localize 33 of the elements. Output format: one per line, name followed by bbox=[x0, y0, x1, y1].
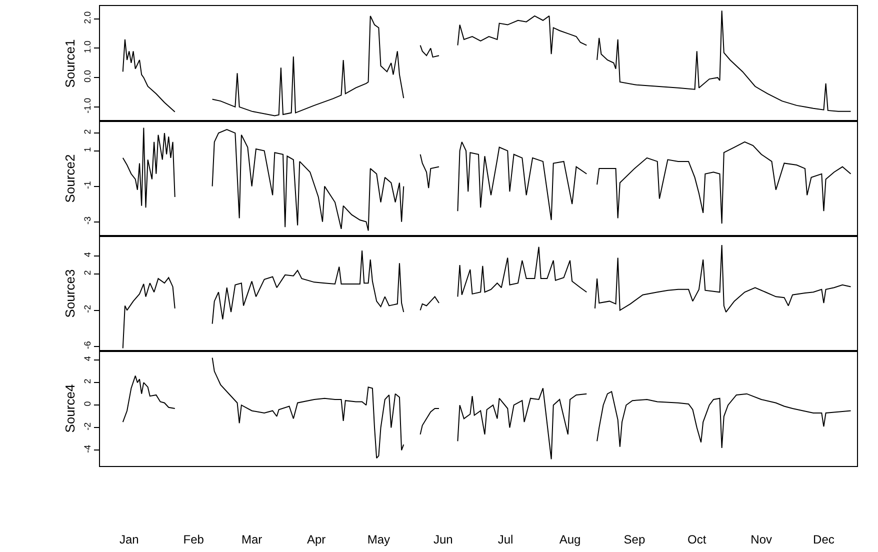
y-tick-label: 2 bbox=[82, 270, 92, 276]
x-tick-label: Dec bbox=[813, 532, 834, 546]
y-tick-label: 4 bbox=[82, 356, 92, 362]
y-tick-label: 2.0 bbox=[82, 11, 92, 24]
y-tick-label: -6 bbox=[82, 341, 92, 350]
x-tick-label: Apr bbox=[306, 532, 326, 546]
y-tick-label: 1 bbox=[82, 146, 92, 152]
x-tick-label: Jun bbox=[433, 532, 453, 546]
y-tick-label: 2 bbox=[82, 378, 92, 384]
y-tick-label: 4 bbox=[82, 252, 92, 258]
y-axis-title: Source4 bbox=[62, 384, 78, 433]
y-tick-label: -1 bbox=[82, 180, 92, 189]
x-tick-label: Jan bbox=[119, 532, 139, 546]
y-axis-title: Source2 bbox=[62, 154, 78, 203]
y-tick-label: 0 bbox=[82, 401, 92, 406]
y-tick-label: 2 bbox=[82, 129, 92, 134]
x-tick-label: Nov bbox=[750, 532, 772, 546]
y-tick-label: 1.0 bbox=[82, 40, 92, 54]
y-tick-label: 0.0 bbox=[82, 70, 92, 82]
x-tick-label: Jul bbox=[498, 532, 514, 546]
y-axis-title: Source3 bbox=[62, 269, 78, 318]
x-tick-label: Feb bbox=[183, 532, 204, 546]
y-tick-label: -2 bbox=[82, 304, 92, 313]
x-tick-label: May bbox=[367, 532, 390, 546]
y-tick-label: -1.0 bbox=[82, 98, 92, 114]
x-tick-label: Aug bbox=[559, 532, 581, 546]
y-tick-label: -4 bbox=[82, 444, 92, 453]
y-tick-label: -3 bbox=[82, 216, 92, 224]
y-axis-title: Source1 bbox=[62, 39, 78, 88]
x-tick-label: Mar bbox=[241, 532, 262, 546]
y-tick-label: -2 bbox=[82, 422, 92, 430]
x-tick-label: Sep bbox=[624, 532, 646, 546]
x-tick-label: Oct bbox=[688, 532, 707, 546]
